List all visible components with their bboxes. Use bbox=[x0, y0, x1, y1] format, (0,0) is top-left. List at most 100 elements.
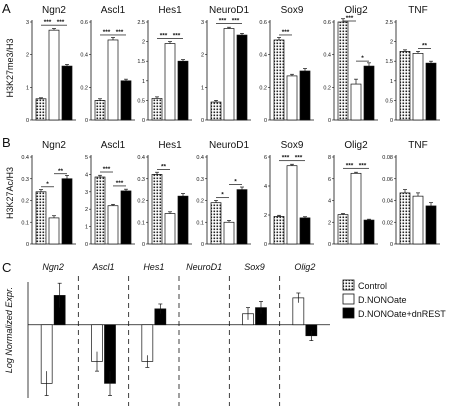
bar-dnrest bbox=[299, 217, 311, 245]
subplot-title: Hes1 bbox=[158, 140, 182, 151]
y-tick-label: 1 bbox=[390, 79, 393, 85]
significance-label: * bbox=[221, 192, 224, 199]
significance-label: ** bbox=[422, 42, 428, 49]
significance-label: * bbox=[234, 179, 237, 186]
y-tick-label: 0.6 bbox=[259, 20, 267, 26]
bar-dnrest bbox=[61, 178, 73, 245]
significance-label: *** bbox=[359, 162, 367, 169]
y-tick-label: 0.3 bbox=[137, 177, 145, 183]
legend-swatch-control bbox=[342, 279, 355, 291]
legend-label-control: Control bbox=[358, 281, 387, 291]
y-tick-label: 2 bbox=[85, 207, 88, 213]
y-tick-label: 6 bbox=[264, 155, 267, 161]
legend-label-dnonoate: D.NONOate bbox=[358, 295, 407, 305]
panel-c-chart: Ngn2 Ascl1 Hes1 NeuroD1 Sox9 Olig2 bbox=[27, 262, 330, 406]
y-tick-label: 1 bbox=[201, 85, 204, 91]
bar-dnrest bbox=[120, 80, 132, 121]
bar-control bbox=[399, 192, 411, 245]
y-axis-label-a: H3K27me3/H3 bbox=[5, 38, 15, 97]
bar-dnrest bbox=[236, 34, 248, 121]
y-tick-label: 0 bbox=[390, 242, 393, 248]
y-tick-label: 4 bbox=[85, 172, 88, 178]
subplot-title: TNF bbox=[408, 5, 427, 16]
bar-dnrest bbox=[177, 195, 189, 245]
y-tick-label: 0.06 bbox=[382, 177, 393, 183]
category-label: NeuroD1 bbox=[186, 262, 222, 272]
y-tick-label: 1.5 bbox=[137, 59, 145, 65]
category-label: Ngn2 bbox=[42, 262, 64, 272]
category-label: Olig2 bbox=[294, 262, 315, 272]
legend-swatch-dnonoate bbox=[342, 293, 355, 305]
bar-dnrest bbox=[120, 190, 132, 245]
y-tick-label: 2 bbox=[201, 53, 204, 59]
bar-control bbox=[337, 214, 349, 245]
bar-dnrest bbox=[363, 219, 375, 245]
panel-label-b: B bbox=[2, 135, 11, 150]
y-tick-label: 0.2 bbox=[80, 85, 88, 91]
significance-label: *** bbox=[173, 33, 181, 40]
y-tick-label: 3 bbox=[201, 20, 204, 26]
category-label: Ascl1 bbox=[91, 262, 114, 272]
subplot-title: NeuroD1 bbox=[209, 140, 249, 151]
y-tick-label: 0.3 bbox=[196, 177, 204, 183]
subplot-a-ascl1: Ascl1 0 0.2 0.4 0.6 *** *** bbox=[80, 5, 135, 124]
y-tick-label: 0.4 bbox=[80, 53, 88, 59]
subplot-title: Ascl1 bbox=[101, 5, 126, 16]
y-tick-label: 0 bbox=[264, 118, 267, 124]
subplot-title: TNF bbox=[408, 140, 427, 151]
bar-dnonoate bbox=[350, 83, 362, 121]
significance-label: *** bbox=[44, 19, 52, 26]
y-tick-label: 0.02 bbox=[382, 220, 393, 226]
y-tick-label: 5 bbox=[85, 155, 88, 161]
bar-control bbox=[94, 100, 106, 121]
significance-label: *** bbox=[232, 18, 240, 25]
subplot-a-sox9: Sox9 0 0.2 0.4 0.6 *** bbox=[259, 5, 314, 124]
subplot-title: Sox9 bbox=[281, 140, 304, 151]
bar-dnrest bbox=[299, 70, 311, 121]
y-tick-label: 0.2 bbox=[137, 199, 145, 205]
significance-label: *** bbox=[295, 155, 303, 162]
legend-swatch-dnrest bbox=[342, 307, 355, 319]
y-tick-label: 0.6 bbox=[323, 20, 331, 26]
significance-label: ** bbox=[58, 168, 64, 175]
bar-dnonoate bbox=[107, 39, 119, 121]
bar-control bbox=[151, 98, 163, 121]
y-axis-label-b: H3K27Ac/H3 bbox=[5, 167, 15, 219]
y-tick-label: 0 bbox=[85, 242, 88, 248]
y-tick-label: 0 bbox=[85, 118, 88, 124]
significance-label: *** bbox=[346, 15, 354, 22]
significance-label: * bbox=[46, 181, 49, 188]
y-tick-label: 0 bbox=[328, 242, 331, 248]
panel-label-c: C bbox=[2, 260, 11, 275]
bar-control bbox=[337, 21, 349, 121]
y-tick-label: 0 bbox=[142, 118, 145, 124]
legend: Control D.NONOate D.NONOate+dnREST bbox=[342, 279, 446, 319]
y-tick-label: 0.6 bbox=[80, 20, 88, 26]
y-tick-label: 0.5 bbox=[137, 98, 145, 104]
significance-label: *** bbox=[282, 29, 290, 36]
bar-dnonoate bbox=[164, 43, 176, 121]
y-tick-label: 2.5 bbox=[137, 20, 145, 26]
bar-dnonoate bbox=[412, 195, 424, 245]
bar-control bbox=[210, 202, 222, 245]
y-tick-label: 0.1 bbox=[21, 220, 29, 226]
y-tick-label: 0.2 bbox=[323, 85, 331, 91]
subplot-title: Hes1 bbox=[158, 5, 182, 16]
bar-dnonoate bbox=[223, 221, 235, 245]
significance-label: ** bbox=[161, 163, 167, 170]
y-tick-label: 1 bbox=[85, 225, 88, 231]
y-tick-label: 0 bbox=[264, 242, 267, 248]
y-tick-label: 0 bbox=[26, 242, 29, 248]
subplot-title: Olig2 bbox=[344, 5, 368, 16]
subplot-b-neurod1: NeuroD1 0 0.1 0.2 0.3 0.4 * * bbox=[196, 140, 251, 248]
y-tick-label: 6 bbox=[328, 177, 331, 183]
bar-dnrest bbox=[363, 65, 375, 121]
y-tick-label: 2 bbox=[264, 213, 267, 219]
y-tick-label: 0.5 bbox=[385, 98, 393, 104]
significance-label: *** bbox=[57, 19, 65, 26]
subplot-b-tnf: TNF 0 0.02 0.04 0.06 0.08 bbox=[382, 140, 440, 248]
significance-label: *** bbox=[116, 180, 124, 187]
